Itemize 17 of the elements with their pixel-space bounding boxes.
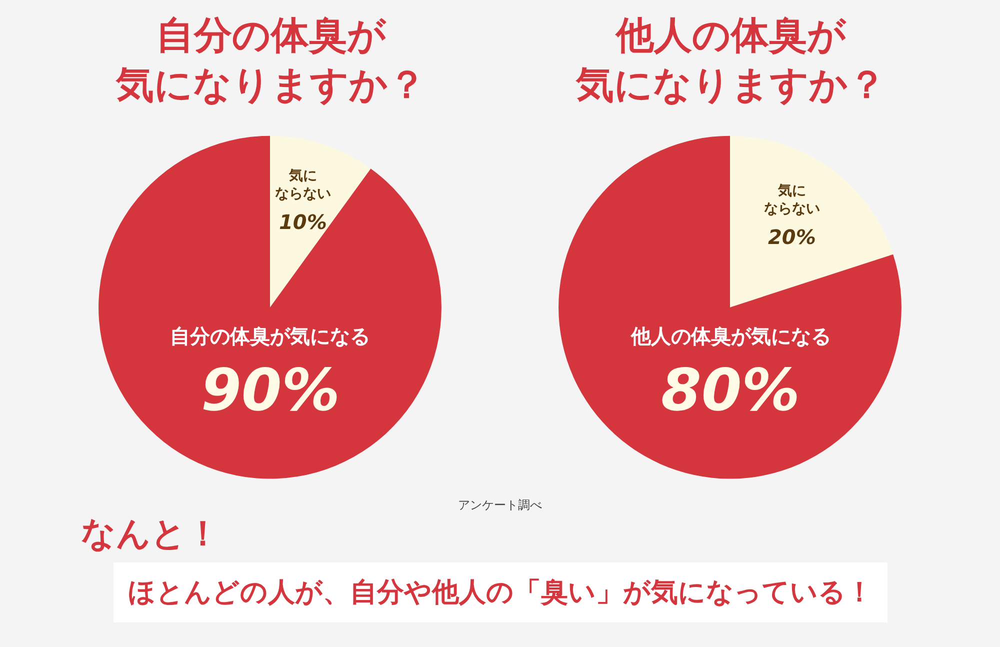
slice-label: 気にならない — [764, 183, 820, 218]
pie-slice — [98, 136, 442, 478]
data-label: 80% — [661, 356, 800, 424]
text: ほとんどの人が、自分や他人の「臭い」が気になっている！ — [128, 577, 873, 608]
pie-slice — [730, 136, 894, 308]
data-label: 10% — [279, 210, 327, 234]
data-label: 90% — [201, 356, 340, 424]
pie-slice — [558, 136, 902, 479]
slice-label: 自分の体臭が気になる — [170, 324, 370, 348]
data-label: 20% — [768, 225, 816, 249]
pie-slice — [270, 136, 371, 308]
text: アンケート調べ — [458, 498, 542, 512]
chart-title: 他人の体臭が気になりますか？ — [575, 12, 886, 106]
slice-label: 気にならない — [275, 168, 331, 202]
slice-label: 他人の体臭が気になる — [630, 324, 831, 348]
text: なんと！ — [81, 514, 220, 554]
chart-title: 自分の体臭が気になりますか？ — [115, 12, 426, 106]
